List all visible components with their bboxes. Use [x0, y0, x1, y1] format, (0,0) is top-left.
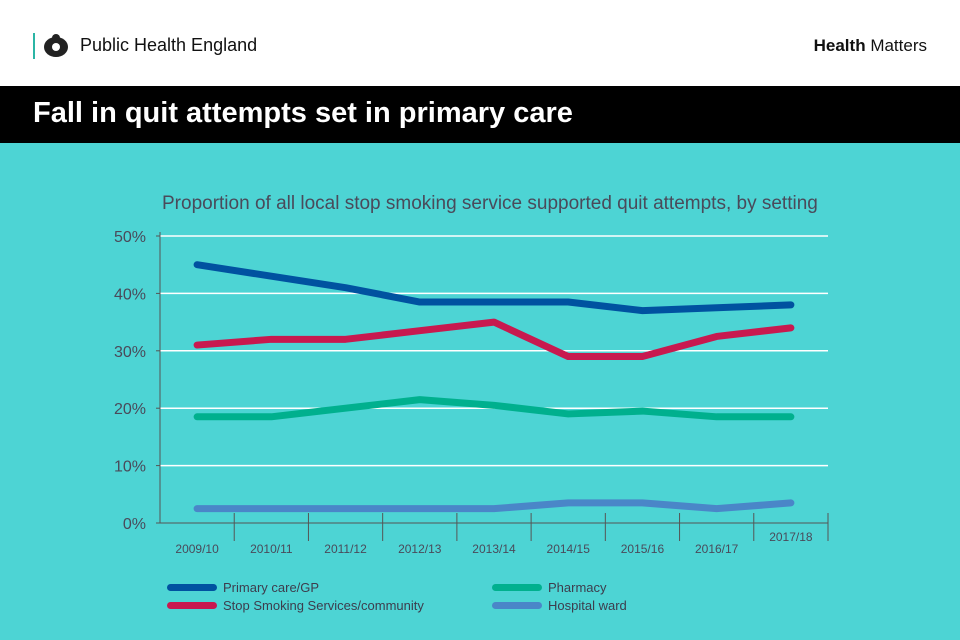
legend-hospital: Hospital ward — [492, 598, 627, 613]
legend-swatch — [492, 602, 542, 609]
x-tick-label: 2015/16 — [621, 542, 665, 556]
series-line — [193, 499, 795, 513]
series-line — [193, 261, 795, 315]
legend-stop-smoking: Stop Smoking Services/community — [167, 598, 424, 613]
legend-swatch — [492, 584, 542, 591]
legend-pharmacy: Pharmacy — [492, 580, 607, 595]
legend-label: Pharmacy — [548, 580, 607, 595]
y-tick-label: 30% — [114, 344, 146, 361]
brand: Health Matters — [814, 36, 927, 56]
title-band — [0, 86, 960, 143]
legend-swatch — [167, 602, 217, 609]
x-tick-label: 2013/14 — [472, 542, 516, 556]
y-tick-label: 0% — [123, 516, 146, 533]
legend-swatch — [167, 584, 217, 591]
page-title: Fall in quit attempts set in primary car… — [33, 97, 573, 129]
x-tick-label: 2014/15 — [547, 542, 591, 556]
y-tick-label: 10% — [114, 459, 146, 476]
y-tick-label: 40% — [114, 286, 146, 303]
brand-bold: Health — [813, 36, 866, 55]
y-tick-label: 50% — [114, 229, 146, 246]
org-name: Public Health England — [80, 35, 258, 55]
x-tick-label: 2017/18 — [769, 530, 813, 544]
x-tick-label: 2012/13 — [398, 542, 442, 556]
legend-label: Stop Smoking Services/community — [223, 598, 424, 613]
brand-rest: Matters — [865, 36, 927, 55]
legend-label: Hospital ward — [548, 598, 627, 613]
royal-crest-icon — [44, 34, 68, 57]
logo-divider — [33, 33, 35, 59]
x-tick-label: 2010/11 — [250, 542, 293, 556]
x-tick-label: 2016/17 — [695, 542, 739, 556]
x-tick-label: 2009/10 — [175, 542, 219, 556]
x-tick-label: 2011/12 — [324, 542, 367, 556]
y-tick-label: 20% — [114, 401, 146, 418]
header — [0, 0, 960, 86]
legend-primary: Primary care/GP — [167, 580, 319, 595]
chart-title: Proportion of all local stop smoking ser… — [162, 193, 818, 214]
legend-label: Primary care/GP — [223, 580, 320, 595]
